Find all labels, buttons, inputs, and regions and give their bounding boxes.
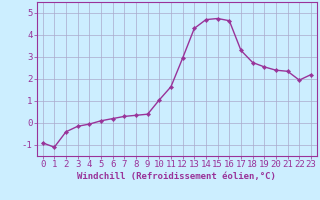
X-axis label: Windchill (Refroidissement éolien,°C): Windchill (Refroidissement éolien,°C) — [77, 172, 276, 181]
